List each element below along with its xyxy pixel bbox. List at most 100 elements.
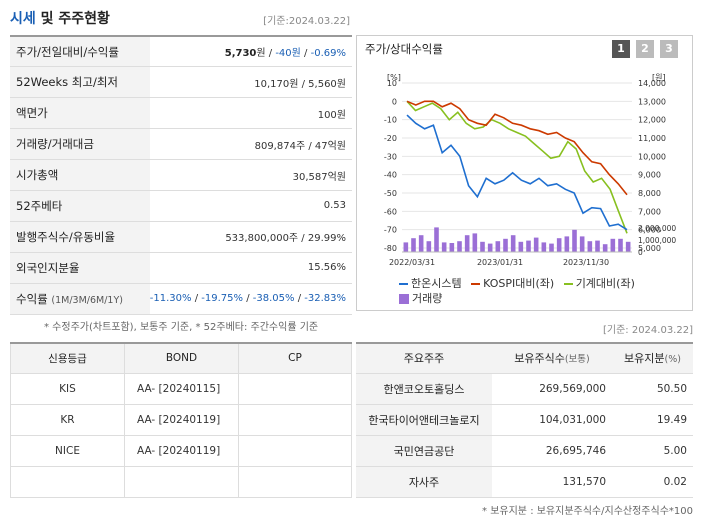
right-tick-label: 12,000 [638, 116, 666, 125]
volume-bar [518, 241, 524, 252]
header-title-rest: 및 주주현황 [35, 11, 110, 27]
price-change: -40 [275, 48, 292, 60]
summary-key: 액면가 [10, 97, 150, 130]
volume-bar [403, 242, 409, 252]
x-tick-label: 2022/03/31 [389, 258, 435, 267]
credit-row: KR AA- [20240119] [10, 403, 352, 436]
separator: / [191, 293, 202, 305]
right-tick-label: 13,000 [638, 97, 666, 106]
holder-name: 자사주 [356, 466, 492, 498]
x-tick-label: 2023/11/30 [563, 258, 609, 267]
volume-bar [472, 233, 478, 252]
holder-pct: 50.50 [612, 373, 693, 405]
summary-value: 30,587억원 [149, 159, 352, 191]
volume-bar [457, 241, 462, 252]
volume-bar [487, 243, 493, 252]
credit-rating-table: 신용등급 BOND CP KIS AA- [20240115] KR AA- [… [10, 342, 352, 498]
summary-key: 주가/전일대비/수익률 [10, 36, 150, 68]
right-tick-label: 8,000 [638, 189, 661, 198]
separator: / [243, 293, 253, 305]
summary-value: 100원 [149, 97, 352, 130]
summary-key: 발행주식수/유동비율 [10, 221, 150, 253]
volume-bar [564, 236, 570, 252]
summary-value: 533,800,000주 / 29.99% [149, 221, 352, 253]
volume-bar [587, 241, 593, 252]
major-holders-table: 주요주주 보유주식수(보통) 보유지분(%) 한앤코오토홀딩스 269,569,… [356, 342, 693, 498]
holder-row: 한국타이어앤테크놀로지 104,031,000 19.49 [356, 404, 693, 436]
separator: / [294, 293, 305, 305]
separator: / [265, 48, 276, 60]
chart-title: 주가/상대수익률 [365, 42, 443, 56]
return-period: (1M/3M/6M/1Y) [51, 294, 123, 306]
volume-tick-label: 1,000,000 [638, 236, 676, 245]
left-tick-label: 10 [387, 79, 397, 88]
price-unit: 원 [256, 48, 266, 60]
credit-bond: AA- [20240115] [124, 372, 239, 405]
left-tick-label: -60 [384, 207, 397, 216]
summary-row-return: 수익률 (1M/3M/6M/1Y) -11.30% / -19.75% / -3… [10, 283, 352, 315]
holder-row: 국민연금공단 26,695,746 5.00 [356, 435, 693, 467]
holder-pct: 19.49 [612, 404, 693, 436]
holder-pct: 5.00 [612, 435, 693, 467]
volume-bar [572, 229, 577, 252]
left-tick-label: -70 [384, 226, 397, 235]
holder-name: 국민연금공단 [356, 435, 492, 467]
left-tick-label: 0 [392, 97, 397, 106]
credit-agency: KIS [10, 372, 125, 405]
left-tick-label: -50 [384, 189, 397, 198]
summary-key: 거래량/거래대금 [10, 128, 150, 161]
volume-bar [610, 238, 616, 252]
holders-col-shares: 보유주식수(보통) [492, 343, 612, 374]
volume-bar [618, 238, 623, 252]
volume-bar [441, 242, 447, 252]
chart-page-3-button[interactable]: 3 [660, 40, 678, 58]
volume-bar [449, 243, 455, 252]
credit-agency: NICE [10, 434, 125, 467]
machine-relative-line [406, 100, 628, 234]
holders-col-shares-unit: (보통) [564, 354, 590, 366]
volume-bar [426, 241, 432, 252]
legend-label: KOSPI대비(좌) [483, 277, 555, 290]
chart-page-2-button[interactable]: 2 [636, 40, 654, 58]
holders-col-pct-unit: (%) [664, 354, 681, 366]
summary-footnote: * 수정주가(차트포함), 보통주 기준, * 52주베타: 주간수익률 기준 [44, 322, 319, 333]
holder-name: 한국타이어앤테크놀로지 [356, 404, 492, 436]
volume-bar [579, 236, 585, 252]
credit-row: NICE AA- [20240119] [10, 434, 352, 467]
volume-bar [533, 237, 539, 252]
holder-name: 한앤코오토홀딩스 [356, 373, 492, 405]
volume-bar [526, 240, 531, 252]
summary-value: 0.53 [149, 190, 352, 222]
holders-basis-date: [기준: 2024.03.22] [602, 325, 693, 336]
holder-shares: 104,031,000 [492, 404, 612, 436]
summary-key: 수익률 (1M/3M/6M/1Y) [10, 283, 150, 315]
left-tick-label: -10 [384, 116, 397, 125]
summary-row-beta: 52주베타 0.53 [10, 190, 352, 222]
credit-bond [124, 465, 239, 498]
chart-page-1-button[interactable]: 1 [612, 40, 630, 58]
summary-value: 15.56% [149, 252, 352, 284]
volume-bar [556, 238, 562, 252]
right-axis-unit: [원] [652, 73, 666, 82]
return-1y: -32.83% [304, 293, 346, 305]
price-chart-panel: 주가/상대수익률 1 2 3 [%] [원] 10 0 -10 -20 -30 -40 -50 -… [356, 35, 693, 311]
summary-key: 시가총액 [10, 159, 150, 191]
right-tick-label: 5,000 [638, 244, 661, 253]
legend-machine: 기계대비(좌) [563, 276, 635, 291]
summary-row-marketcap: 시가총액 30,587억원 [10, 159, 352, 191]
holder-pct: 0.02 [612, 466, 693, 498]
legend-label: 한온시스템 [411, 277, 462, 290]
legend-volume: 거래량 [399, 291, 442, 306]
holder-row: 자사주 131,570 0.02 [356, 466, 693, 498]
legend-line-icon [563, 283, 573, 285]
credit-cp [238, 465, 352, 498]
legend-company: 한온시스템 [399, 276, 462, 291]
summary-value: 809,874주 / 47억원 [149, 128, 352, 161]
return-3m: -19.75% [201, 293, 244, 305]
holder-shares: 269,569,000 [492, 373, 612, 405]
volume-bar [411, 238, 416, 252]
credit-agency [10, 465, 125, 498]
holders-col-shares-label: 보유주식수 [514, 352, 565, 366]
right-tick-label: 7,000 [638, 207, 661, 216]
summary-row-price: 주가/전일대비/수익률 5,730원 / -40원 / -0.69% [10, 36, 352, 68]
